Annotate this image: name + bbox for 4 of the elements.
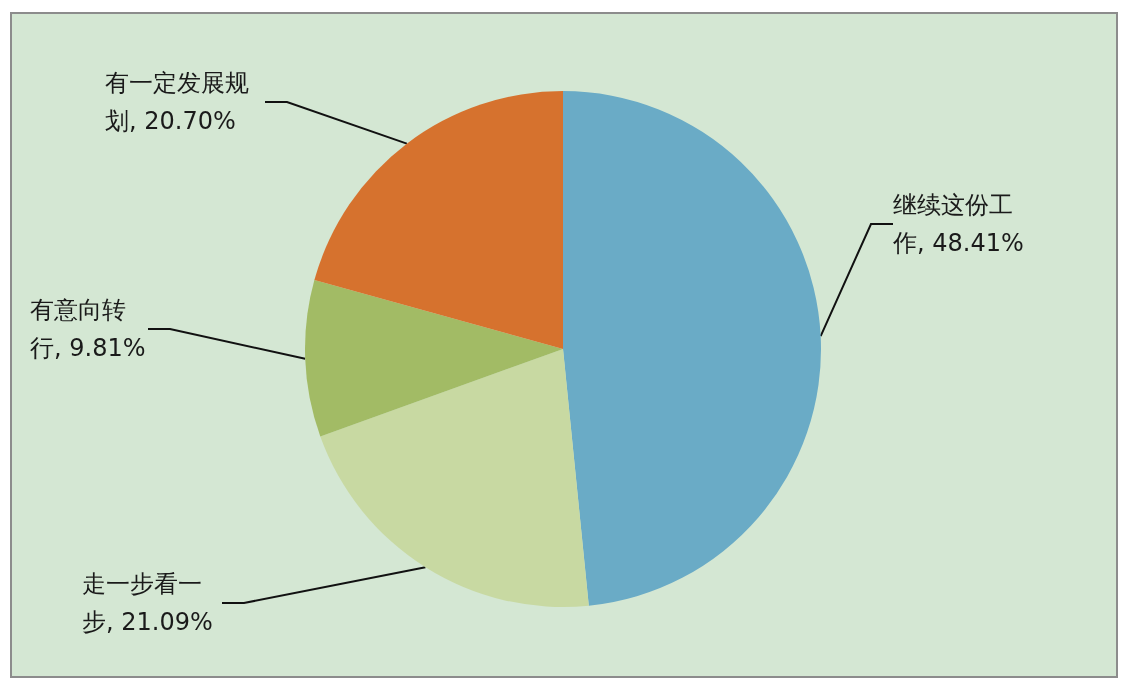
slice-label: 继续这份工作, 48.41% (892, 191, 1024, 257)
slice-label: 走一步看一步, 21.09% (82, 570, 213, 636)
slice-label: 有一定发展规划, 20.70% (105, 69, 249, 135)
slice-label: 有意向转行, 9.81% (30, 296, 146, 362)
